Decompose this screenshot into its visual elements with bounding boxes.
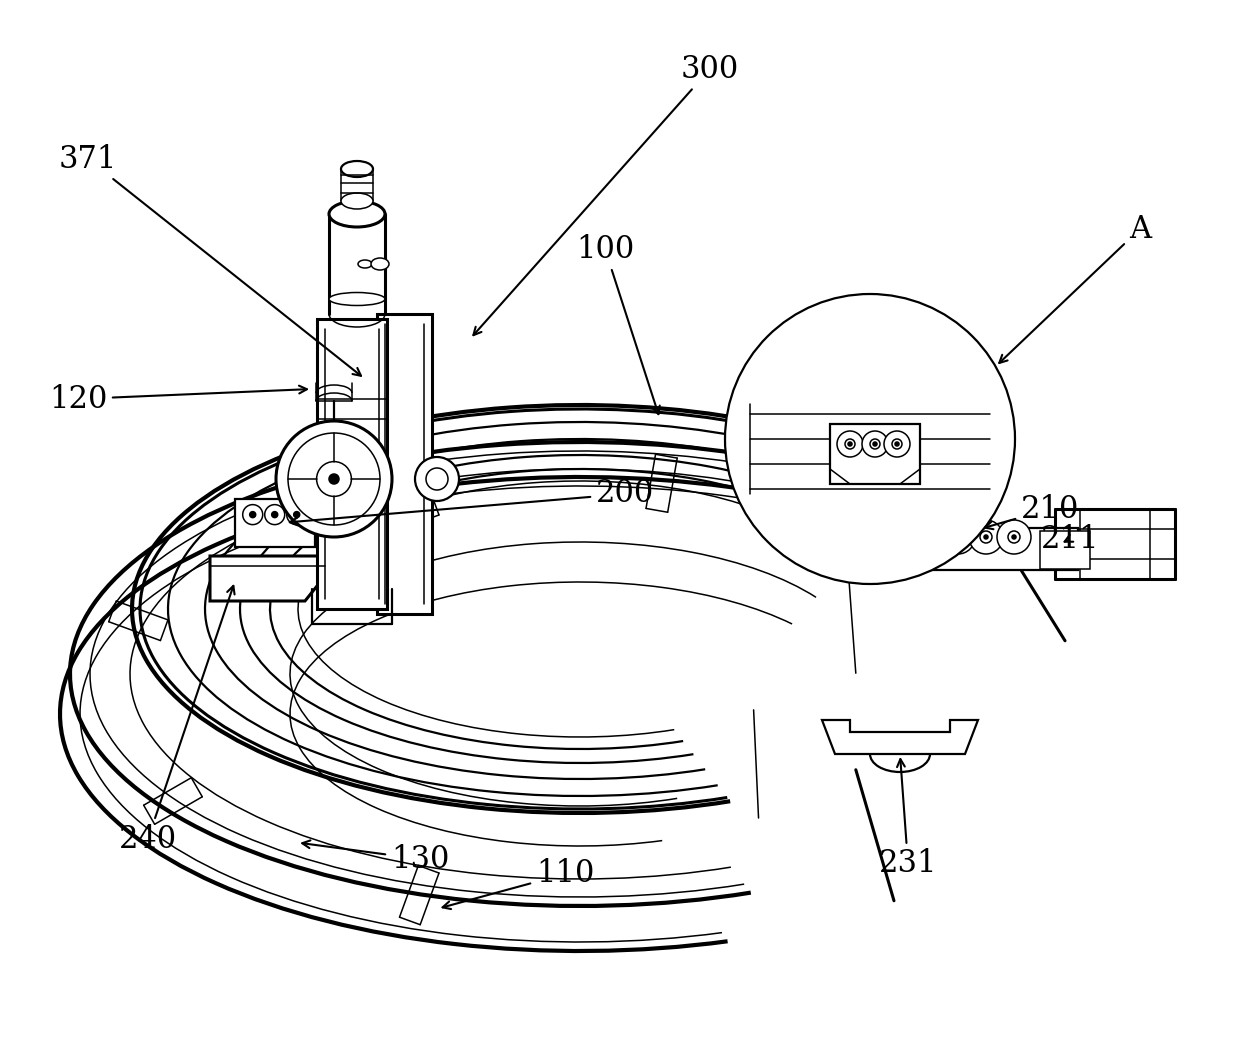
Text: 130: 130: [303, 841, 449, 875]
Circle shape: [870, 439, 880, 449]
Circle shape: [952, 531, 963, 543]
Circle shape: [264, 505, 285, 525]
Text: 211: 211: [1040, 524, 1099, 555]
Circle shape: [941, 520, 975, 554]
Circle shape: [725, 294, 1016, 584]
Circle shape: [249, 511, 255, 517]
Circle shape: [848, 442, 852, 446]
Text: 120: 120: [48, 383, 306, 415]
Circle shape: [844, 439, 856, 449]
Ellipse shape: [329, 201, 384, 227]
Circle shape: [997, 520, 1030, 554]
Circle shape: [329, 474, 339, 484]
Ellipse shape: [341, 193, 373, 209]
Text: 231: 231: [879, 760, 937, 879]
Circle shape: [415, 457, 459, 501]
Circle shape: [873, 442, 877, 446]
Circle shape: [294, 511, 300, 517]
Circle shape: [956, 535, 960, 539]
Circle shape: [288, 433, 379, 525]
Text: 240: 240: [119, 586, 234, 854]
Ellipse shape: [371, 258, 389, 270]
Circle shape: [427, 468, 448, 490]
Circle shape: [968, 520, 1003, 554]
Ellipse shape: [329, 293, 384, 305]
Text: 210: 210: [985, 494, 1079, 529]
Text: 300: 300: [474, 53, 739, 336]
Polygon shape: [210, 556, 325, 601]
Bar: [1040, 531, 1090, 569]
Bar: [377, 314, 432, 614]
Ellipse shape: [358, 260, 372, 268]
Circle shape: [837, 431, 863, 457]
Text: 110: 110: [443, 858, 594, 909]
Bar: [317, 319, 387, 609]
Bar: [830, 424, 920, 484]
Polygon shape: [822, 720, 978, 754]
Circle shape: [884, 431, 910, 457]
Circle shape: [892, 439, 901, 449]
Circle shape: [277, 421, 392, 537]
Circle shape: [272, 511, 278, 517]
Text: 200: 200: [290, 479, 655, 526]
Text: A: A: [999, 213, 1151, 363]
Circle shape: [1012, 535, 1016, 539]
Bar: [234, 499, 315, 547]
Text: 100: 100: [575, 234, 660, 415]
Circle shape: [1008, 531, 1021, 543]
Bar: [923, 528, 1078, 570]
Ellipse shape: [341, 161, 373, 177]
Circle shape: [286, 505, 306, 525]
Circle shape: [980, 531, 992, 543]
Circle shape: [895, 442, 899, 446]
Circle shape: [985, 535, 988, 539]
Text: 371: 371: [58, 143, 361, 376]
Circle shape: [316, 461, 351, 497]
Circle shape: [862, 431, 888, 457]
Circle shape: [243, 505, 263, 525]
